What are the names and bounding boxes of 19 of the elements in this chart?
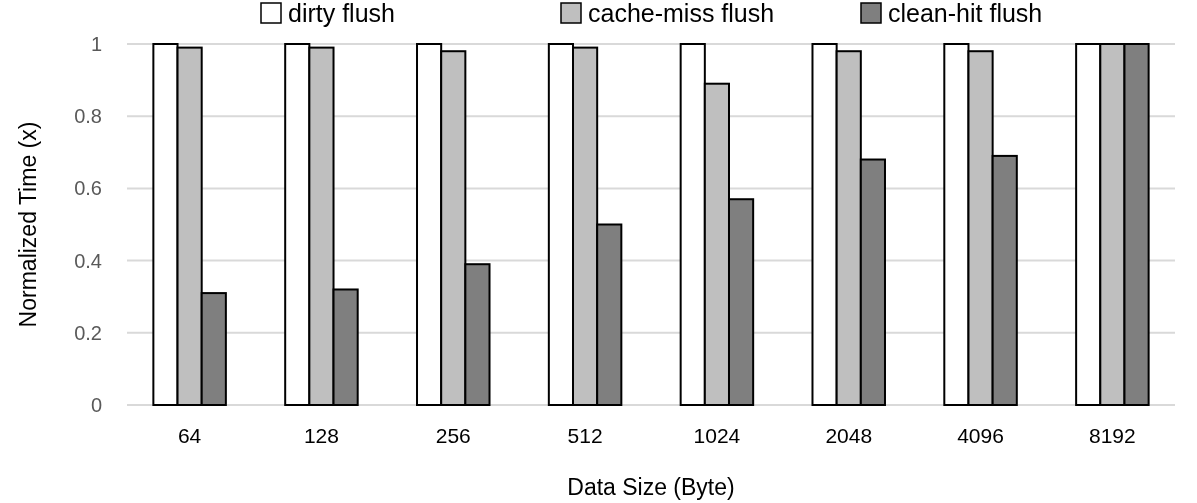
y-tick-label: 0.2	[74, 321, 102, 344]
x-tick-label: 512	[567, 424, 603, 447]
y-tick-label: 0.8	[74, 105, 102, 128]
x-axis-title: Data Size (Byte)	[567, 474, 735, 500]
x-tick-label: 8192	[1089, 424, 1136, 447]
x-tick-label: 256	[435, 424, 471, 447]
legend-label: clean-hit flush	[888, 0, 1043, 27]
x-tick-label: 64	[177, 424, 202, 447]
x-tick-label: 2048	[825, 424, 873, 447]
y-axis-title: Normalized Time (x)	[15, 121, 41, 328]
legend-label: cache-miss flush	[588, 0, 775, 27]
x-tick-label: 1024	[693, 424, 741, 447]
y-tick-label: 1	[90, 33, 102, 55]
y-tick-label: 0.6	[74, 177, 102, 200]
x-tick-label: 128	[303, 424, 339, 447]
x-tick-label: 4096	[957, 424, 1004, 447]
y-tick-label: 0.4	[74, 249, 102, 272]
y-tick-label: 0	[90, 394, 102, 416]
legend-label: dirty flush	[288, 0, 395, 27]
